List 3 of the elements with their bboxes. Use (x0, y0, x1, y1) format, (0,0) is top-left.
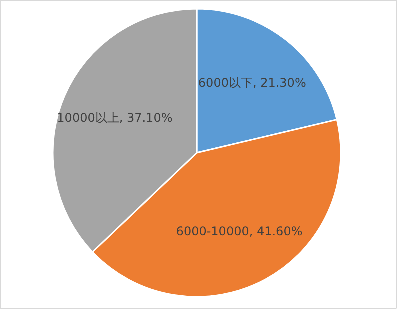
slice-label: 6000以下, 21.30% (198, 76, 306, 90)
slice-label: 10000以上, 37.10% (57, 110, 173, 125)
slice-label: 6000-10000, 41.60% (176, 224, 303, 239)
